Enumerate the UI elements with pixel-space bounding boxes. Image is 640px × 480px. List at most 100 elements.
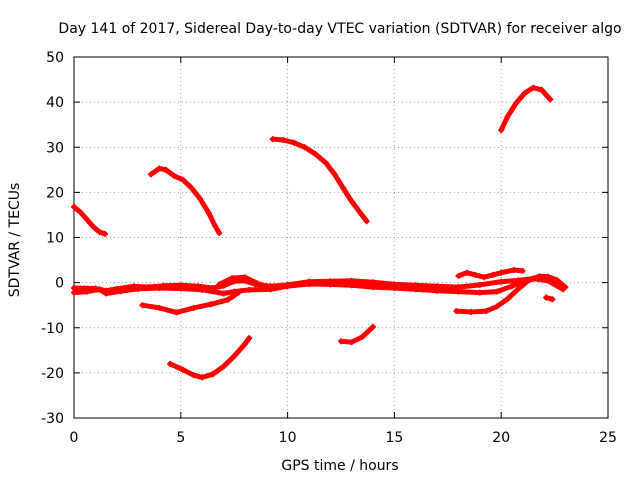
x-tick-label: 20 xyxy=(492,430,510,446)
data-point xyxy=(521,90,528,97)
data-point xyxy=(135,285,142,292)
series-arc-k xyxy=(543,294,556,303)
data-point xyxy=(199,286,206,293)
data-point xyxy=(224,296,231,303)
y-tick-label: -20 xyxy=(41,366,64,382)
data-point xyxy=(476,281,483,288)
data-point xyxy=(434,287,441,294)
data-point xyxy=(338,338,344,345)
data-point xyxy=(511,266,518,273)
data-point xyxy=(190,304,197,311)
series-arc-f xyxy=(167,335,253,381)
data-point xyxy=(96,286,103,293)
data-point xyxy=(331,171,338,178)
data-point xyxy=(139,302,146,309)
series-arc-i xyxy=(455,266,526,281)
data-point xyxy=(162,166,169,173)
data-point xyxy=(220,363,227,370)
data-point xyxy=(171,173,178,180)
data-point xyxy=(553,276,560,283)
data-point xyxy=(190,372,197,379)
data-point xyxy=(241,340,248,347)
data-point xyxy=(167,360,174,367)
y-tick-label: 30 xyxy=(46,140,64,156)
data-point xyxy=(357,209,364,216)
data-point xyxy=(363,218,370,225)
chart-title: Day 141 of 2017, Sidereal Day-to-day VTE… xyxy=(58,21,621,37)
data-point xyxy=(391,285,398,292)
data-point xyxy=(348,198,355,205)
data-point xyxy=(513,100,520,107)
data-point xyxy=(348,339,355,346)
data-point xyxy=(348,282,355,289)
data-point xyxy=(199,374,206,381)
data-point xyxy=(101,230,108,237)
data-point xyxy=(340,184,347,191)
data-point xyxy=(211,222,218,229)
data-point xyxy=(530,84,537,91)
data-point xyxy=(280,137,287,144)
y-tick-label: 40 xyxy=(46,95,64,111)
data-point xyxy=(235,289,242,296)
data-point xyxy=(179,366,186,373)
data-point xyxy=(71,289,77,296)
series-layer xyxy=(71,84,569,381)
data-point xyxy=(205,209,212,216)
data-point xyxy=(231,353,238,360)
data-point xyxy=(508,283,515,290)
data-point xyxy=(156,285,163,292)
data-point xyxy=(90,223,97,230)
data-point xyxy=(267,285,274,292)
data-point xyxy=(156,304,163,311)
x-tick-label: 10 xyxy=(279,430,297,446)
ticks: 0 5 10 15 20 25 -30 -20 -10 0 10 20 30 40 50 xyxy=(41,50,617,446)
data-point xyxy=(173,309,180,316)
data-point xyxy=(241,274,248,281)
series-line xyxy=(71,275,553,296)
series-line xyxy=(338,324,376,345)
data-point xyxy=(323,160,330,167)
data-point xyxy=(117,288,124,295)
data-point xyxy=(83,288,90,295)
data-point xyxy=(545,273,552,280)
data-point xyxy=(197,195,204,202)
y-axis-label: SDTVAR / TECUs xyxy=(7,183,23,298)
series-arc-c xyxy=(269,136,370,225)
data-point xyxy=(177,285,184,292)
series-arc-g xyxy=(216,274,274,292)
data-point xyxy=(453,308,460,315)
data-point xyxy=(536,273,543,280)
y-tick-label: 10 xyxy=(46,231,64,247)
data-point xyxy=(538,86,545,93)
data-point xyxy=(519,267,526,274)
x-tick-label: 25 xyxy=(599,430,617,446)
series-arc-d xyxy=(498,84,554,134)
data-point xyxy=(464,269,471,276)
data-point xyxy=(229,275,236,282)
data-point xyxy=(525,276,532,283)
data-point xyxy=(156,165,163,172)
data-point xyxy=(103,290,110,297)
data-point xyxy=(327,281,334,288)
data-point xyxy=(412,286,419,293)
data-point xyxy=(83,216,90,223)
y-tick-label: 50 xyxy=(46,50,64,66)
data-point xyxy=(216,229,223,236)
x-axis-label: GPS time / hours xyxy=(281,458,398,474)
data-point xyxy=(284,283,291,290)
y-tick-label: -30 xyxy=(41,411,64,427)
data-point xyxy=(498,278,505,285)
data-point xyxy=(493,288,500,295)
data-point xyxy=(543,294,550,301)
data-point xyxy=(455,272,462,279)
data-point xyxy=(220,290,227,297)
data-point xyxy=(489,271,496,278)
series-arc-a xyxy=(71,203,108,237)
data-point xyxy=(455,288,462,295)
data-point xyxy=(481,274,488,281)
data-point xyxy=(96,229,103,236)
data-point xyxy=(312,151,319,158)
data-point xyxy=(216,281,223,288)
x-tick-label: 15 xyxy=(385,430,403,446)
